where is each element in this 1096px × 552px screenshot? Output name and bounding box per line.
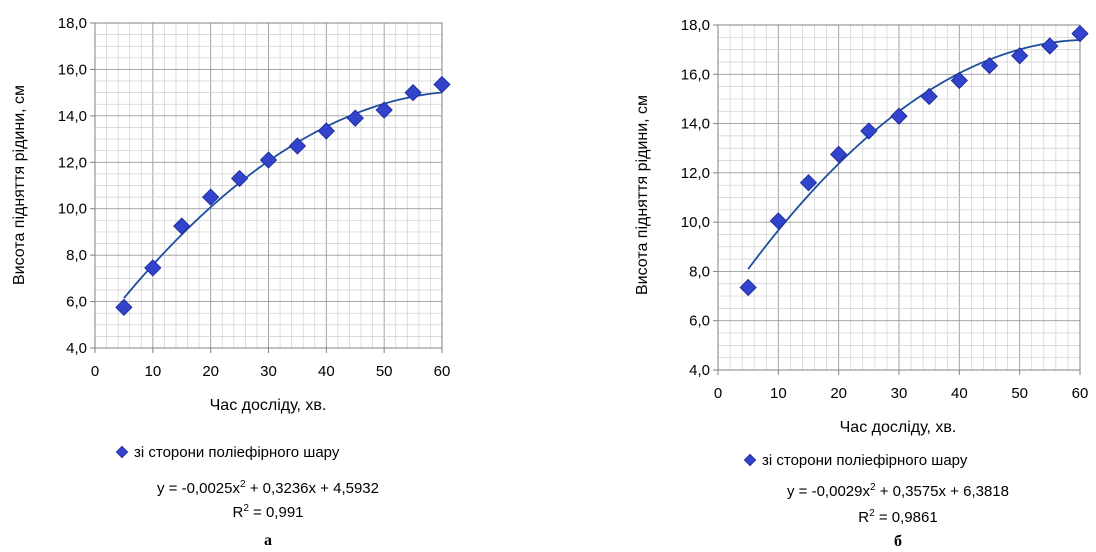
data-point bbox=[259, 151, 278, 169]
x-tick-label: 20 bbox=[830, 385, 847, 402]
r-squared-a: R2 = 0,991 bbox=[232, 503, 303, 521]
legend-label-b: зі сторони поліефірного шару bbox=[762, 452, 968, 469]
data-point bbox=[980, 57, 999, 75]
x-tick-label: 10 bbox=[144, 363, 161, 380]
data-point bbox=[346, 109, 364, 127]
x-axis-title-b: Час досліду, хв. bbox=[840, 419, 957, 436]
data-point bbox=[1011, 47, 1029, 65]
data-point bbox=[769, 212, 787, 230]
x-tick-label: 10 bbox=[770, 385, 787, 402]
y-tick-label: 14,0 bbox=[681, 116, 710, 133]
r-squared-b: R2 = 0,9861 bbox=[858, 508, 937, 526]
data-point bbox=[202, 188, 220, 206]
data-point bbox=[317, 122, 335, 140]
panel-label-b: б bbox=[894, 533, 902, 550]
x-axis-title-a: Час досліду, хв. bbox=[210, 397, 327, 414]
data-point bbox=[830, 145, 848, 164]
y-tick-label: 14,0 bbox=[58, 108, 87, 125]
x-tick-label: 20 bbox=[202, 363, 219, 380]
y-tick-label: 12,0 bbox=[58, 154, 87, 171]
data-point bbox=[173, 217, 191, 235]
data-point bbox=[739, 278, 757, 297]
data-point bbox=[230, 169, 249, 188]
x-tick-label: 30 bbox=[260, 363, 277, 380]
y-axis-title-a: Висота підняття рідини, см bbox=[11, 85, 28, 285]
x-tick-label: 0 bbox=[91, 363, 99, 380]
y-tick-label: 6,0 bbox=[66, 294, 87, 311]
x-tick-label: 50 bbox=[1011, 385, 1028, 402]
y-tick-label: 12,0 bbox=[681, 165, 710, 182]
data-point bbox=[375, 101, 393, 119]
chart-panel-b: 4,0 6,0 8,0 10,0 12,0 14,0 16,0 18,0 0 10 20 30 40 50… bbox=[634, 17, 1089, 550]
data-points-b bbox=[739, 24, 1089, 297]
y-tick-label: 4,0 bbox=[66, 340, 87, 357]
x-tick-label: 40 bbox=[951, 385, 968, 402]
data-point bbox=[950, 71, 968, 90]
x-tick-label: 30 bbox=[891, 385, 908, 402]
trendline-equation-a: y = -0,0025x2 + 0,3236x + 4,5932 bbox=[157, 479, 379, 497]
legend-a: зі сторони поліефірного шару bbox=[115, 444, 340, 461]
legend-marker-a bbox=[115, 445, 129, 459]
data-point bbox=[1041, 37, 1059, 55]
y-tick-label: 8,0 bbox=[689, 263, 710, 280]
y-tick-label: 10,0 bbox=[58, 201, 87, 218]
data-point bbox=[115, 298, 133, 317]
data-point bbox=[799, 174, 818, 192]
x-tick-label: 40 bbox=[318, 363, 335, 380]
data-point bbox=[433, 75, 451, 94]
data-point bbox=[860, 122, 878, 140]
x-tick-label: 50 bbox=[376, 363, 393, 380]
panel-label-a: а bbox=[264, 532, 272, 549]
data-point bbox=[404, 84, 422, 102]
y-tick-label: 4,0 bbox=[689, 362, 710, 379]
data-point bbox=[890, 107, 908, 125]
y-tick-label: 16,0 bbox=[681, 66, 710, 83]
data-point bbox=[1071, 24, 1089, 43]
y-tick-label: 18,0 bbox=[58, 15, 87, 32]
y-axis-title-b: Висота підняття рідини, см bbox=[634, 95, 651, 295]
plot-area-a: 4,0 6,0 8,0 10,0 12,0 14,0 16,0 18,0 0 10 20 30 40 50… bbox=[58, 15, 451, 380]
legend-b: зі сторони поліефірного шару bbox=[743, 452, 968, 469]
data-point bbox=[144, 259, 162, 277]
x-tick-label: 0 bbox=[714, 385, 722, 402]
chart-panel-a: 4,0 6,0 8,0 10,0 12,0 14,0 16,0 18,0 0 10 20 30 40 50… bbox=[11, 15, 451, 549]
y-tick-label: 10,0 bbox=[681, 214, 710, 231]
trendline-a bbox=[123, 91, 443, 299]
y-tick-label: 16,0 bbox=[58, 61, 87, 78]
legend-label-a: зі сторони поліефірного шару bbox=[134, 444, 340, 461]
trendline-equation-b: y = -0,0029x2 + 0,3575x + 6,3818 bbox=[787, 482, 1009, 500]
y-tick-label: 8,0 bbox=[66, 247, 87, 264]
data-points-a bbox=[115, 75, 451, 317]
y-tick-label: 6,0 bbox=[689, 313, 710, 330]
x-tick-label: 60 bbox=[1072, 385, 1089, 402]
y-tick-label: 18,0 bbox=[681, 17, 710, 34]
data-point bbox=[288, 137, 307, 155]
x-tick-label: 60 bbox=[434, 363, 451, 380]
plot-area-b: 4,0 6,0 8,0 10,0 12,0 14,0 16,0 18,0 0 10 20 30 40 50… bbox=[681, 17, 1089, 402]
trendline-b bbox=[747, 39, 1081, 270]
gridlines-b bbox=[717, 24, 1081, 371]
gridlines-a bbox=[94, 22, 443, 349]
data-point bbox=[920, 87, 938, 106]
legend-marker-b bbox=[743, 453, 757, 467]
